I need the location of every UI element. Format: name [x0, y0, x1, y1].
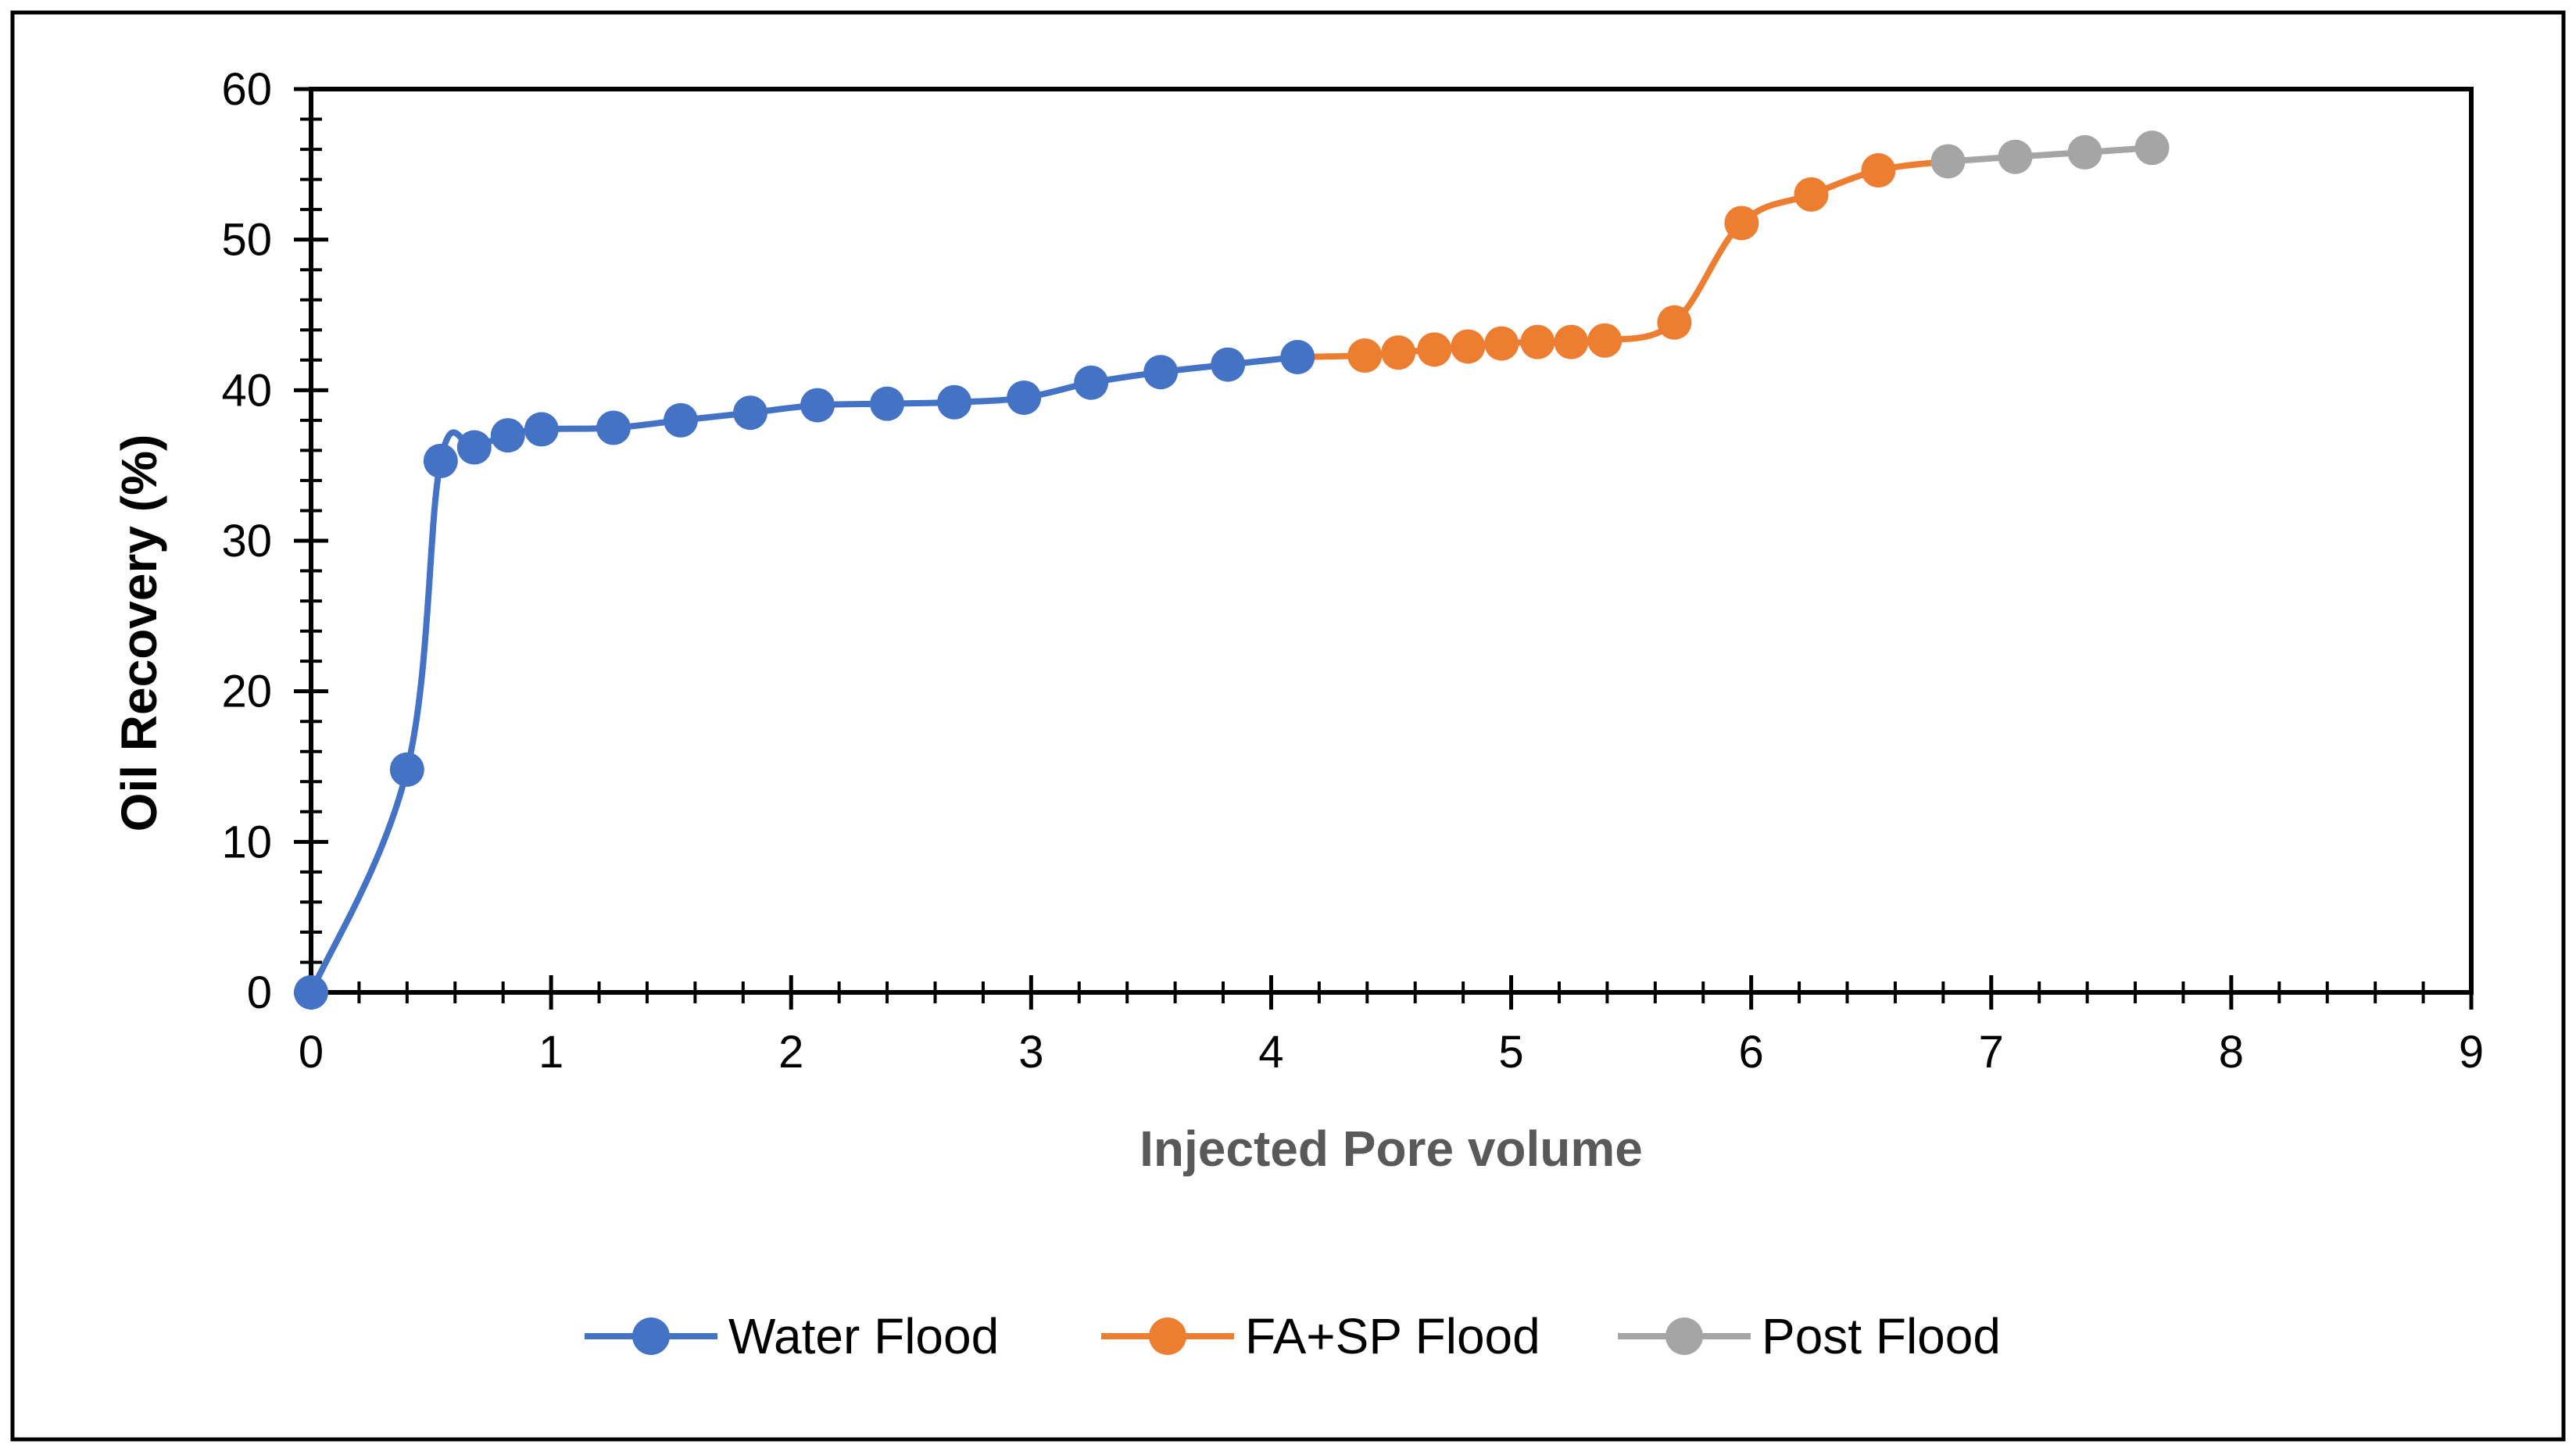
- data-point-fa-sp-flood: [1794, 177, 1829, 212]
- x-axis: 0 1 2 3 4 5 6 7 8 9: [299, 975, 2484, 1078]
- y-tick-label: 0: [247, 967, 272, 1018]
- y-tick-label: 50: [221, 215, 272, 266]
- data-point-water-flood: [294, 975, 328, 1010]
- y-tick-label: 40: [221, 365, 272, 416]
- y-tick-label: 10: [221, 817, 272, 867]
- data-point-fa-sp-flood: [1417, 332, 1452, 367]
- data-point-fa-sp-flood: [1861, 153, 1896, 188]
- data-point-water-flood: [870, 386, 905, 421]
- x-tick-label: 9: [2459, 1027, 2484, 1078]
- x-tick-label: 2: [778, 1027, 803, 1078]
- data-point-water-flood: [937, 384, 972, 420]
- x-tick-label: 3: [1018, 1027, 1043, 1078]
- y-axis: 0 10 20 30 40 50 60: [221, 64, 328, 1018]
- data-point-water-flood: [389, 752, 424, 787]
- data-point-water-flood: [1007, 380, 1042, 415]
- x-tick-label: 4: [1258, 1027, 1283, 1078]
- legend: Water Flood FA+SP Flood Post Flood: [585, 1308, 2001, 1364]
- data-point-fa-sp-flood: [1484, 326, 1519, 361]
- data-point-water-flood: [1074, 365, 1109, 400]
- y-axis-title: Oil Recovery (%): [111, 434, 167, 832]
- legend-marker-fa-sp-flood: [1149, 1317, 1186, 1355]
- data-point-water-flood: [800, 388, 835, 423]
- data-point-water-flood: [1280, 339, 1315, 374]
- data-point-fa-sp-flood: [1587, 323, 1623, 358]
- marker-layer: [294, 130, 2170, 1010]
- data-point-water-flood: [423, 443, 458, 478]
- data-point-fa-sp-flood: [1724, 206, 1759, 241]
- data-point-water-flood: [733, 395, 768, 431]
- data-point-fa-sp-flood: [1347, 338, 1383, 374]
- data-point-water-flood: [490, 418, 525, 453]
- data-point-fa-sp-flood: [1554, 324, 1589, 359]
- y-tick-label: 30: [221, 516, 272, 567]
- legend-item-fa-sp-flood: FA+SP Flood: [1101, 1308, 1540, 1364]
- legend-marker-water-flood: [632, 1317, 670, 1355]
- data-point-fa-sp-flood: [1657, 305, 1692, 340]
- data-point-water-flood: [1211, 347, 1246, 382]
- data-point-fa-sp-flood: [1451, 329, 1486, 364]
- data-point-fa-sp-flood: [1520, 324, 1555, 359]
- legend-item-water-flood: Water Flood: [585, 1308, 999, 1364]
- data-point-post-flood: [1998, 139, 2033, 174]
- legend-marker-post-flood: [1665, 1317, 1703, 1355]
- data-point-water-flood: [596, 410, 631, 445]
- data-point-fa-sp-flood: [1381, 335, 1416, 370]
- y-tick-label: 60: [221, 64, 272, 115]
- legend-label-water-flood: Water Flood: [728, 1308, 999, 1364]
- data-point-post-flood: [1930, 144, 1966, 179]
- data-point-water-flood: [1143, 355, 1179, 390]
- x-tick-label: 8: [2219, 1027, 2244, 1078]
- series-line-post-flood: [1945, 145, 2156, 165]
- data-point-water-flood: [524, 412, 559, 447]
- legend-item-post-flood: Post Flood: [1618, 1308, 2001, 1364]
- y-tick-label: 20: [221, 667, 272, 717]
- data-point-post-flood: [2134, 130, 2170, 166]
- x-axis-title: Injected Pore volume: [1140, 1121, 1643, 1177]
- data-point-post-flood: [2067, 134, 2102, 170]
- chart-frame: [10, 10, 2566, 1442]
- data-point-water-flood: [456, 430, 492, 465]
- x-tick-label: 5: [1498, 1027, 1523, 1078]
- x-tick-label: 1: [538, 1027, 564, 1078]
- data-point-water-flood: [663, 402, 698, 438]
- x-tick-label: 0: [299, 1027, 324, 1078]
- legend-label-post-flood: Post Flood: [1762, 1308, 2001, 1364]
- legend-label-fa-sp-flood: FA+SP Flood: [1245, 1308, 1540, 1364]
- x-tick-label: 7: [1979, 1027, 2004, 1078]
- x-tick-label: 6: [1739, 1027, 1764, 1078]
